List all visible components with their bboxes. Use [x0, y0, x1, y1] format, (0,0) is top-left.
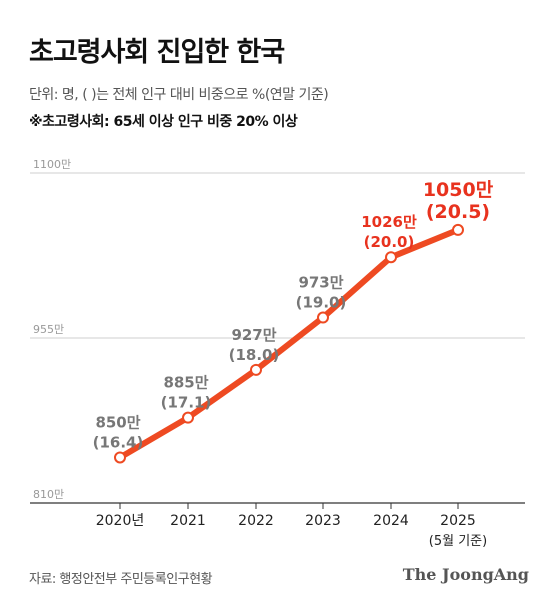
x-tick-label: 2022	[238, 513, 274, 529]
data-label-value: 850만	[95, 413, 140, 431]
data-label-value: 927만	[231, 326, 276, 344]
data-label-share: (16.4)	[93, 433, 144, 451]
data-label-share: (18.0)	[229, 346, 280, 364]
x-tick-label: 2024	[373, 513, 409, 529]
x-tick-label: 2020년	[96, 513, 145, 529]
brand-logo: The JoongAng	[402, 565, 529, 584]
y-tick-label: 955만	[33, 323, 64, 336]
data-label-share: (20.0)	[364, 233, 415, 251]
data-point	[250, 363, 262, 376]
data-point	[385, 251, 397, 264]
definition-note: ※초고령사회: 65세 이상 인구 비중 20% 이상	[29, 114, 298, 130]
x-tick-sublabel: (5월 기준)	[429, 534, 487, 549]
data-point	[114, 451, 126, 464]
data-point	[182, 411, 194, 424]
data-label-value: 885만	[163, 374, 208, 392]
data-label-value: 1050만	[423, 179, 494, 201]
chart-title: 초고령사회 진입한 한국	[29, 37, 285, 68]
data-label-share: (19.0)	[296, 294, 347, 312]
data-point	[317, 311, 329, 324]
data-label-share: (20.5)	[426, 201, 490, 223]
data-label-value: 1026만	[361, 213, 417, 231]
source-note: 자료: 행정안전부 주민등록인구현황	[29, 572, 213, 587]
y-tick-label: 810만	[33, 488, 64, 501]
x-tick-label: 2021	[170, 513, 206, 529]
data-label-share: (17.1)	[161, 394, 212, 412]
data-point	[452, 223, 464, 236]
x-tick-label: 2023	[305, 513, 341, 529]
x-tick-label: 2025	[440, 513, 476, 529]
series-line	[117, 226, 461, 461]
data-label-value: 973만	[298, 274, 343, 292]
y-tick-label: 1100만	[33, 158, 71, 171]
unit-note: 단위: 명, ( )는 전체 인구 대비 비중으로 %(연말 기준)	[29, 87, 329, 103]
